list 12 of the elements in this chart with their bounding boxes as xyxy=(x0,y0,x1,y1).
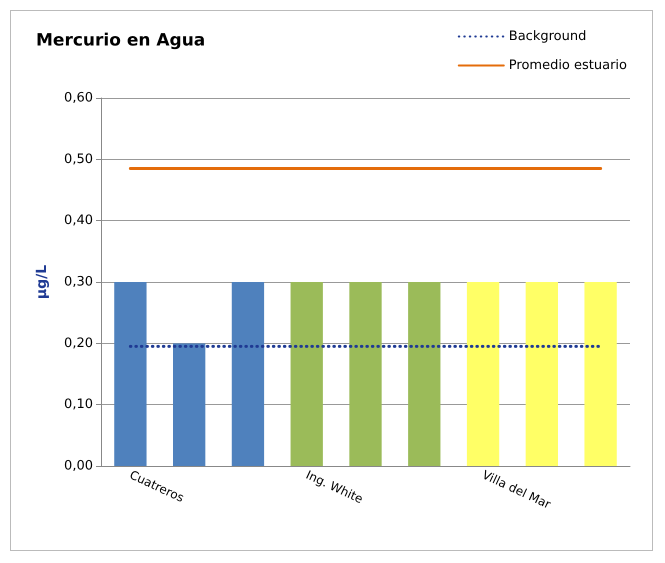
legend-label: Promedio estuario xyxy=(508,58,628,73)
y-axis-title: µg/L xyxy=(34,264,50,300)
chart-title: Mercurio en Agua xyxy=(36,30,206,50)
x-tick-label: Villa del Mar xyxy=(480,468,553,512)
y-tick-label: 0,10 xyxy=(64,397,93,412)
y-tick-label: 0,40 xyxy=(64,213,93,228)
y-tick-label: 0,60 xyxy=(64,90,93,106)
legend-label: Background xyxy=(508,29,586,44)
y-tick-label: 0,30 xyxy=(64,274,93,290)
y-tick-label: 0,50 xyxy=(64,152,93,167)
y-tick-label: 0,00 xyxy=(64,458,93,474)
y-tick-label: 0,20 xyxy=(64,336,93,351)
